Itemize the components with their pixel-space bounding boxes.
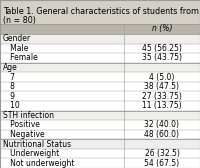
Bar [0,149,200,158]
Text: n (%): n (%) [152,25,172,33]
Text: Table 1. General characteristics of students from SDN 060925: Table 1. General characteristics of stud… [3,7,200,16]
Bar [0,111,200,120]
Bar [0,44,200,53]
Bar [0,63,200,72]
Bar [0,139,200,149]
Text: Positive: Positive [3,120,40,129]
Text: 8: 8 [3,82,15,91]
Bar [0,24,200,34]
Bar [0,91,200,101]
Text: 38 (47.5): 38 (47.5) [144,82,180,91]
Text: Not underweight: Not underweight [3,159,74,168]
Text: Gender: Gender [3,34,31,43]
Text: STH infection: STH infection [3,111,54,120]
Text: 45 (56.25): 45 (56.25) [142,44,182,53]
Bar [0,53,200,63]
Text: Underweight: Underweight [3,149,59,158]
Bar [0,82,200,91]
Text: 9: 9 [3,92,15,101]
Text: Nutritional Status: Nutritional Status [3,140,71,149]
Text: Female: Female [3,53,38,62]
Bar [0,120,200,130]
Text: 35 (43.75): 35 (43.75) [142,53,182,62]
Text: 32 (40.0): 32 (40.0) [144,120,180,129]
Text: 7: 7 [3,73,15,82]
Bar [0,101,200,111]
Text: Negative: Negative [3,130,45,139]
Text: 4 (5.0): 4 (5.0) [149,73,175,82]
Text: 48 (60.0): 48 (60.0) [144,130,180,139]
Text: (n = 80): (n = 80) [3,15,36,25]
Text: 10: 10 [3,101,20,110]
Bar [0,130,200,139]
Bar [0,72,200,82]
Text: 26 (32.5): 26 (32.5) [145,149,179,158]
Text: Age: Age [3,63,18,72]
Text: 27 (33.75): 27 (33.75) [142,92,182,101]
Text: Male: Male [3,44,28,53]
Bar [0,0,200,24]
Bar [0,34,200,44]
Text: 54 (67.5): 54 (67.5) [144,159,180,168]
Text: 11 (13.75): 11 (13.75) [142,101,182,110]
Bar [0,158,200,168]
